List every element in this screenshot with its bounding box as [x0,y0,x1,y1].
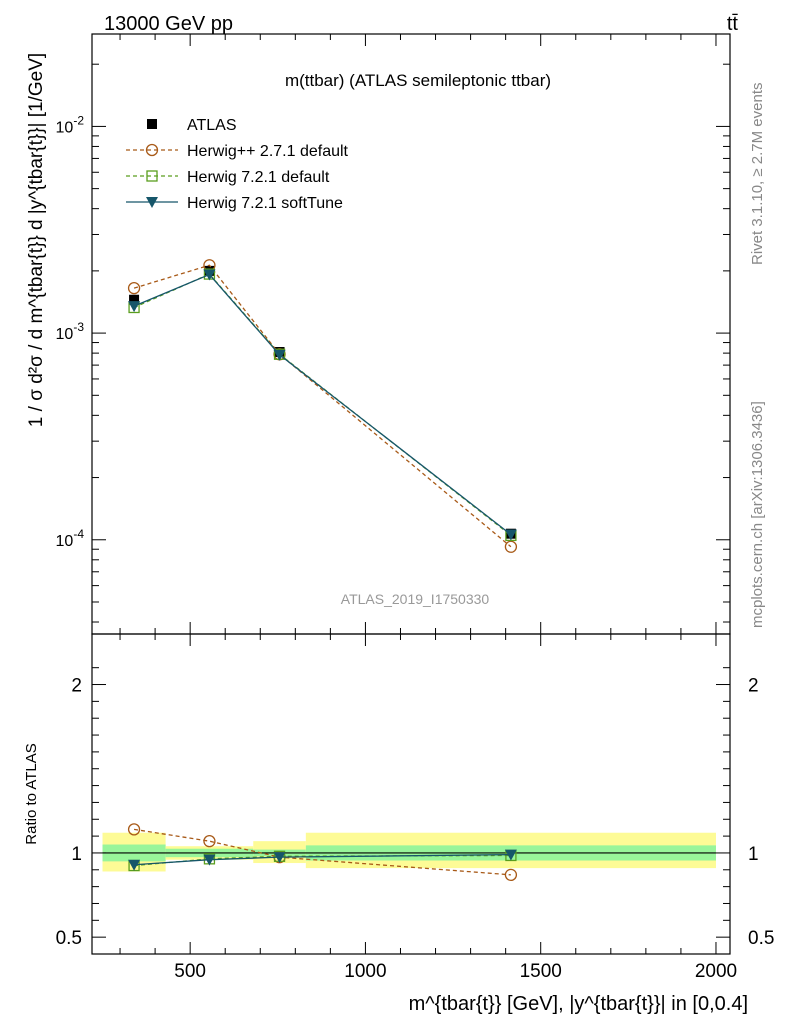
ratio-point-herwig-2-7-1-default [203,835,216,848]
legend-label-herwig-2-7-1-default: Herwig++ 2.7.1 default [187,143,349,160]
x-tick-label: 1000 [344,961,386,982]
main-y-axis-label: 1 / σ d²σ / d m^{tbar{t}} d |y^{tbar{t}}… [26,53,47,427]
ratio-y-axis-label: Ratio to ATLAS [23,743,40,844]
legend-label-herwig-7-2-1-softtune: Herwig 7.2.1 softTune [187,195,343,212]
header-left-label: 13000 GeV pp [104,13,233,35]
series-line-herwig-7-2-1-default [133,273,512,536]
ratio-plot-marks [102,823,716,881]
ratio-axis-ticks: 0.5 0.5 1 1 2 2 500 1000 1500 2000 [56,634,774,982]
mcplots-label: mcplots.cern.ch [arXiv:1306.3436] [749,401,766,628]
ratio-y-tick-label-right: 0.5 [748,928,774,949]
ratio-point-herwig-7-2-1-softtune [128,859,141,871]
ratio-plot-frame [91,633,731,955]
data-point-herwig-7-2-1-softtune [273,349,286,361]
ratio-point-herwig-7-2-1-softtune [203,854,216,866]
rivet-version-label: Rivet 3.1.10, ≥ 2.7M events [749,83,766,266]
ratio-line-herwig-7-2-1-softtune [134,853,511,866]
ratio-point-herwig-7-2-1-softtune [504,849,517,861]
ratio-y-tick-label-right: 2 [748,676,759,697]
ratio-y-tick-label: 2 [71,676,82,697]
main-plot-marks [127,259,518,553]
legend-marker-atlas [147,119,157,129]
main-axis-ticks: 10-2 10-3 10-4 [56,34,730,634]
data-point-atlas [129,294,140,305]
ratio-y-tick-label: 1 [71,844,82,865]
legend-label-atlas: ATLAS [187,117,237,134]
y-tick-label: 10-3 [56,320,85,343]
x-tick-label: 1500 [520,961,562,982]
legend-marker-herwig-7-2-1-softtune [146,197,158,208]
legend-marker-herwig-7-2-1-default [146,170,158,182]
data-point-herwig-7-2-1-softtune [203,269,216,281]
ratio-y-tick-label: 0.5 [56,928,82,949]
data-point-herwig-7-2-1-softtune [504,529,517,541]
analysis-watermark: ATLAS_2019_I1750330 [341,591,490,607]
y-tick-label: 10-2 [56,113,85,136]
ratio-point-herwig-2-7-1-default [504,868,518,881]
legend: ATLAS Herwig++ 2.7.1 default Herwig 7.2.1 … [126,117,349,212]
ratio-plot-panel: 0.5 0.5 1 1 2 2 500 1000 1500 2000 Ratio to ATLAS… [23,633,774,1015]
legend-label-herwig-7-2-1-default: Herwig 7.2.1 default [187,169,330,186]
data-point-herwig-2-7-1-default [127,281,141,295]
header-right-label: tt̄ [727,13,739,35]
main-plot-panel: 10-2 10-3 10-4 m(ttbar) (ATLAS semileptoni… [26,33,731,635]
legend-marker-herwig-2-7-1-default [145,143,159,157]
ratio-line-herwig-2-7-1-default [133,828,511,876]
data-point-herwig-7-2-1-softtune [128,301,141,313]
plot-title: m(ttbar) (ATLAS semileptonic ttbar) [285,71,551,90]
series-line-herwig-2-7-1-default [133,264,512,548]
ratio-y-tick-label-right: 1 [748,844,759,865]
x-tick-label: 500 [174,961,206,982]
x-tick-label: 2000 [695,961,737,982]
ratio-point-herwig-2-7-1-default [127,823,141,836]
y-tick-label: 10-4 [56,527,85,550]
series-line-herwig-7-2-1-softtune [133,273,512,536]
x-axis-label: m^{tbar{t}} [GeV], |y^{tbar{t}}| in [0,0… [409,993,748,1015]
data-point-herwig-2-7-1-default [504,540,518,553]
ratio-point-herwig-7-2-1-softtune [273,852,286,864]
